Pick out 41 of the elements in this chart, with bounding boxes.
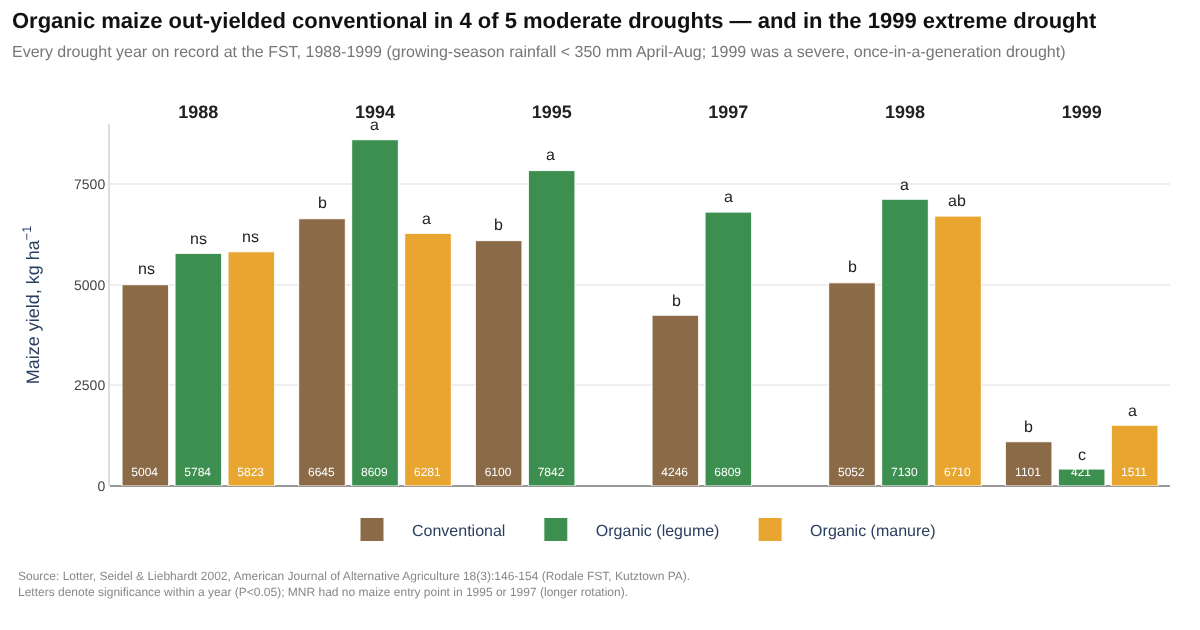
bar <box>934 215 982 486</box>
x-tick-label: 1988 <box>178 102 219 123</box>
bar <box>474 240 523 486</box>
bar <box>1057 468 1106 486</box>
x-tick-label: 1999 <box>1061 102 1102 123</box>
bar <box>881 198 929 486</box>
annotation: b <box>1024 418 1034 436</box>
annotation: a <box>422 210 432 228</box>
annotation: a <box>900 176 910 194</box>
legend-label: Conventional <box>412 521 506 540</box>
legend-label: Organic (manure) <box>810 521 937 540</box>
annotation: ab <box>948 192 967 210</box>
bar <box>121 284 170 486</box>
chart-title: Organic maize out-yielded conventional in 4 of 5 moderate droughts — and in the 1999 extreme drought <box>12 10 1097 35</box>
bar <box>828 282 876 486</box>
annotation: b <box>494 216 504 234</box>
bar <box>404 232 452 486</box>
annotation: b <box>318 194 328 212</box>
bar <box>527 170 576 486</box>
annotation: a <box>724 188 734 206</box>
bar <box>351 139 399 486</box>
annotation: a <box>1128 402 1138 420</box>
annotation: ns <box>242 228 259 246</box>
bar <box>174 252 223 486</box>
x-tick-label: 1995 <box>531 102 572 123</box>
annotation: b <box>672 292 682 310</box>
annotation: ns <box>190 230 207 248</box>
annotation: b <box>848 258 858 276</box>
annotation: a <box>546 146 556 164</box>
annotation: ns <box>138 260 155 278</box>
bar <box>1004 441 1053 486</box>
legend-label: Organic (legume) <box>595 521 721 540</box>
bar <box>298 218 346 486</box>
bar <box>651 314 700 486</box>
bar <box>704 211 753 486</box>
x-tick-label: 1998 <box>884 102 926 123</box>
chart-subtitle: Every drought year on record at the FST, 1988-1999 (growing-season rainfall < 350 mm April-Aug; 1999 was a severe, once-in-a-generation drought) <box>12 42 1067 61</box>
bar <box>227 251 276 486</box>
annotation: c <box>1078 446 1086 464</box>
x-tick-label: 1997 <box>708 102 749 123</box>
bar <box>1110 424 1159 486</box>
